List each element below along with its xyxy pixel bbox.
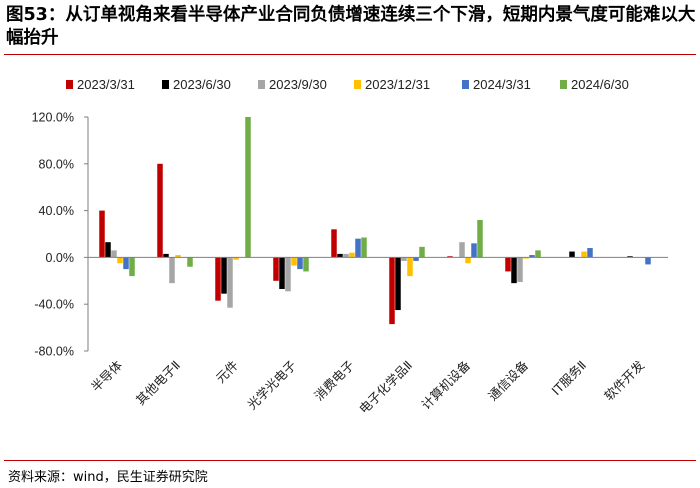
legend-swatch: [66, 80, 73, 89]
bar: [227, 257, 233, 308]
x-tick-label: IT服务Ⅱ: [548, 358, 589, 399]
bar: [233, 257, 239, 260]
bar: [401, 257, 407, 261]
bar: [157, 163, 163, 258]
bar: [331, 229, 337, 258]
bar: [511, 257, 517, 284]
bar: [389, 257, 395, 325]
x-tick-label: 元件: [213, 358, 241, 386]
bar: [163, 253, 169, 258]
bar: [105, 242, 111, 258]
bar: [129, 257, 135, 277]
x-tick-label: 通信设备: [485, 357, 531, 403]
legend-label: 2023/3/31: [77, 77, 135, 92]
x-tick-label: 半导体: [88, 357, 125, 394]
bar: [627, 256, 633, 258]
bar: [465, 257, 471, 264]
bar: [99, 210, 105, 258]
bar: [285, 257, 291, 292]
bar: [419, 246, 425, 258]
bar: [581, 251, 587, 258]
bar: [291, 257, 297, 266]
legend-label: 2024/3/31: [473, 77, 531, 92]
legend-item: 2023/9/30: [258, 77, 327, 92]
legend-label: 2023/12/31: [365, 77, 430, 92]
legend-swatch: [162, 80, 169, 89]
bar: [413, 257, 419, 261]
y-tick-label: 80.0%: [39, 157, 74, 171]
y-tick-label: 40.0%: [39, 204, 74, 218]
bar: [337, 253, 343, 258]
legend: 2023/3/31 2023/6/30 2023/9/30 2023/12/31 202…: [66, 77, 629, 92]
legend-item: 2024/6/30: [560, 77, 629, 92]
bar: [361, 237, 367, 258]
bar: [245, 117, 251, 258]
y-tick-label: -80.0%: [34, 345, 74, 359]
y-tick-label: 0.0%: [46, 251, 75, 265]
legend-item: 2023/12/31: [354, 77, 430, 92]
bar: [297, 257, 303, 270]
bar: [349, 252, 355, 258]
bar: [395, 257, 401, 311]
x-tick-label: 消费电子: [311, 358, 357, 404]
bar: [569, 251, 575, 258]
bar: [187, 257, 193, 267]
legend-label: 2024/6/30: [571, 77, 629, 92]
legend-label: 2023/6/30: [173, 77, 231, 92]
x-tick-label: 光学光电子: [244, 358, 299, 413]
x-tick-label: 计算机设备: [418, 357, 473, 412]
legend-swatch: [258, 80, 265, 89]
source-divider: [4, 460, 696, 461]
title-divider: [4, 54, 696, 55]
bar: [447, 256, 453, 258]
bar: [355, 238, 361, 258]
bar-series-group: [99, 117, 651, 325]
bar: [123, 257, 129, 270]
legend-item: 2023/3/31: [66, 77, 135, 92]
bar: [175, 255, 181, 258]
x-tick-label: 电子化学品Ⅱ: [356, 358, 415, 417]
bar-chart: 2023/3/31 2023/6/30 2023/9/30 2023/12/31 202…: [32, 77, 668, 417]
legend-item: 2024/3/31: [462, 77, 531, 92]
bar: [343, 253, 349, 258]
bar: [471, 243, 477, 258]
x-tick-label: 软件开发: [601, 357, 647, 403]
bar: [535, 250, 541, 258]
bar: [221, 257, 227, 294]
legend-swatch: [354, 80, 361, 89]
bar: [505, 257, 511, 272]
bar: [303, 257, 309, 272]
legend-swatch: [560, 80, 567, 89]
y-axis: 120.0% 80.0% 40.0% 0.0% -40.0% -80.0%: [32, 111, 89, 359]
bar: [117, 257, 123, 264]
bar: [645, 257, 651, 265]
bar: [279, 257, 285, 289]
legend-item: 2023/6/30: [162, 77, 231, 92]
bar: [215, 257, 221, 301]
y-tick-label: 120.0%: [32, 111, 74, 125]
bar: [169, 257, 175, 284]
bar: [407, 257, 413, 277]
bar: [529, 255, 535, 258]
bar: [477, 219, 483, 258]
bar: [111, 250, 117, 258]
source-note: 资料来源：wind，民生证券研究院: [8, 470, 208, 485]
bar: [459, 242, 465, 258]
bar: [587, 248, 593, 258]
y-tick-label: -40.0%: [34, 298, 74, 312]
x-tick-label: 其他电子Ⅱ: [133, 358, 183, 408]
bar: [273, 257, 279, 281]
bar: [517, 257, 523, 282]
legend-swatch: [462, 80, 469, 89]
chart-title: 图53：从订单视角来看半导体产业合同负债增速连续三个下滑，短期内景气度可能难以大…: [6, 5, 696, 48]
bar: [523, 257, 529, 259]
legend-label: 2023/9/30: [269, 77, 327, 92]
